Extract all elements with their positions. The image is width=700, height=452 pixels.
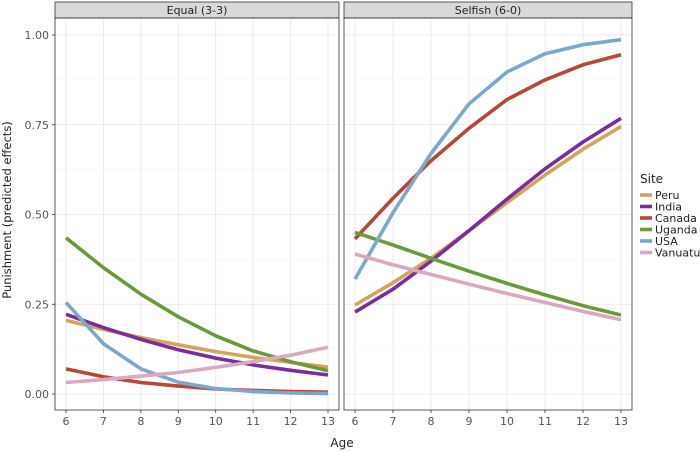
x-tick-label: 11 — [246, 415, 260, 428]
series-line-usa — [64, 301, 329, 396]
series-line-india — [354, 116, 622, 314]
x-tick-label: 7 — [390, 415, 397, 428]
x-tick-label: 13 — [321, 415, 335, 428]
x-tick-label: 8 — [137, 415, 144, 428]
x-tick-label: 10 — [209, 415, 223, 428]
x-tick-label: 6 — [63, 415, 70, 428]
y-tick-label: 0.50 — [25, 209, 50, 222]
legend-label: Peru — [655, 189, 680, 202]
legend-label: Uganda — [655, 224, 697, 237]
panel-1: Selfish (6-0) 6 7 8 9 10 11 12 13 — [343, 1, 633, 428]
x-tick-label: 7 — [100, 415, 107, 428]
x-tick-label: 6 — [352, 415, 359, 428]
legend-label: Vanuatu — [655, 247, 700, 260]
x-tick-label: 12 — [576, 415, 590, 428]
legend-title: Site — [640, 172, 663, 186]
panel-border — [54, 17, 340, 411]
y-axis-ticks: 0.00 0.25 0.50 0.75 1.00 — [25, 29, 55, 401]
series-line-india — [65, 312, 329, 377]
y-tick-label: 0.75 — [25, 119, 50, 132]
series-line-uganda — [354, 230, 622, 317]
series-line-canada — [353, 52, 622, 241]
chart-panels: Equal (3-3) 6 7 8 9 10 11 12 13 Selfish (6-0) 6 7 8 9… — [54, 1, 633, 428]
legend-label: India — [655, 201, 682, 214]
x-tick-label: 12 — [284, 415, 298, 428]
x-tick-label: 13 — [614, 415, 628, 428]
y-tick-label: 0.00 — [25, 388, 50, 401]
series-line-vanuatu — [65, 345, 329, 385]
x-axis-title: Age — [330, 436, 353, 450]
x-tick-label: 8 — [428, 415, 435, 428]
x-tick-label: 9 — [466, 415, 473, 428]
panel-title: Selfish (6-0) — [455, 4, 521, 17]
y-axis-title: Punishment (predicted effects) — [0, 121, 14, 299]
series-line-usa — [353, 37, 622, 280]
y-tick-label: 1.00 — [25, 29, 50, 42]
x-tick-label: 10 — [500, 415, 514, 428]
series-line-uganda — [64, 236, 329, 373]
legend-label: USA — [655, 235, 678, 248]
panel-border — [343, 17, 633, 411]
panel-0: Equal (3-3) 6 7 8 9 10 11 12 13 — [54, 1, 340, 428]
panel-title: Equal (3-3) — [167, 4, 228, 17]
y-tick-label: 0.25 — [25, 298, 50, 311]
x-tick-label: 9 — [175, 415, 182, 428]
series-line-vanuatu — [354, 252, 622, 322]
legend-label: Canada — [655, 212, 697, 225]
x-tick-label: 11 — [538, 415, 552, 428]
